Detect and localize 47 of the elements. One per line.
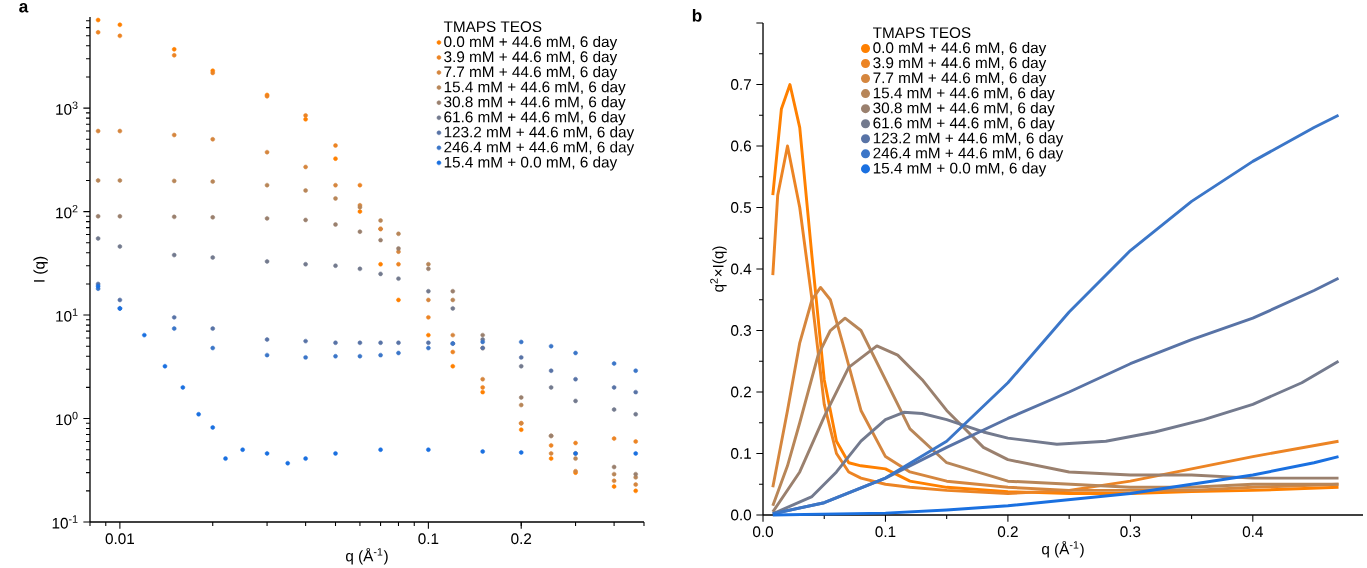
legend-label: 15.4 mM + 44.6 mM, 6 day <box>873 87 1055 102</box>
y-tick-label: 0.4 <box>731 263 752 275</box>
chart-title: a <box>19 3 29 13</box>
legend-label: 123.2 mM + 44.6 mM, 6 day <box>444 126 635 141</box>
legend-label: 3.9 mM + 44.6 mM, 6 day <box>444 50 618 66</box>
legend-label: 0.0 mM + 44.6 mM, 6 day <box>444 35 618 51</box>
x-tick-label: 0.01 <box>105 533 134 545</box>
x-tick-label: 0.3 <box>1120 526 1141 538</box>
legend-label: 123.2 mM + 44.6 mM, 6 day <box>873 132 1064 147</box>
legend-label: 61.6 mM + 44.6 mM, 6 day <box>873 117 1055 132</box>
legend-label: 30.8 mM + 44.6 mM, 6 day <box>444 96 626 111</box>
x-tick-label: 0.2 <box>511 533 532 545</box>
y-tick-label: 0.3 <box>731 325 751 336</box>
y-tick-label: 0.6 <box>731 140 751 152</box>
y-tick-label: 10$^{2}$ <box>56 204 78 219</box>
legend-label: 246.4 mM + 44.6 mM, 6 day <box>444 141 635 156</box>
legend-label: 7.7 mM + 44.6 mM, 6 day <box>444 66 618 81</box>
y-tick-label: 0.0 <box>731 509 752 521</box>
legend-label: 246.4 mM + 44.6 mM, 6 day <box>873 147 1064 162</box>
y-axis-title: I (q) <box>33 256 48 282</box>
x-tick-label: 0.1 <box>875 526 896 538</box>
legend-title: TMAPS TEOS <box>443 21 542 33</box>
chart-title: b <box>692 9 702 22</box>
y-tick-label: 10$^{0}$ <box>56 411 78 426</box>
y-axis-title: q$^{2}$×I(q) <box>710 246 727 292</box>
x-axis-title: q (Å$^{-1}$) <box>1042 540 1084 558</box>
legend-label: 30.8 mM + 44.6 mM, 6 day <box>873 102 1055 117</box>
x-tick-label: 0.1 <box>418 533 439 545</box>
y-tick-label: 0.5 <box>731 202 752 213</box>
x-axis-title: q (Å$^{-1}$) <box>346 547 388 565</box>
x-tick-label: 0.4 <box>1242 526 1263 538</box>
legend-label: 15.4 mM + 0.0 mM, 6 day <box>444 156 618 171</box>
y-tick-label: 0.2 <box>731 386 751 398</box>
y-tick-label: 0.7 <box>731 79 751 90</box>
y-tick-label: 10$^{3}$ <box>56 101 78 115</box>
legend-label: 61.6 mM + 44.6 mM, 6 day <box>444 111 626 126</box>
legend-label: 0.0 mM + 44.6 mM, 6 day <box>873 41 1047 57</box>
legend-label: 15.4 mM + 0.0 mM, 6 day <box>873 162 1047 177</box>
y-tick-label: 0.1 <box>731 448 751 459</box>
legend-label: 7.7 mM + 44.6 mM, 6 day <box>873 72 1047 87</box>
legend-label: 15.4 mM + 44.6 mM, 6 day <box>444 81 626 96</box>
legend-title: TMAPS TEOS <box>873 27 971 39</box>
y-tick-label: 10$^{1}$ <box>56 308 78 322</box>
y-tick-label: 10$^{-1}$ <box>52 515 78 529</box>
x-tick-label: 0.2 <box>997 526 1018 538</box>
legend-label: 3.9 mM + 44.6 mM, 6 day <box>873 56 1047 72</box>
x-tick-label: 0.0 <box>752 526 774 538</box>
